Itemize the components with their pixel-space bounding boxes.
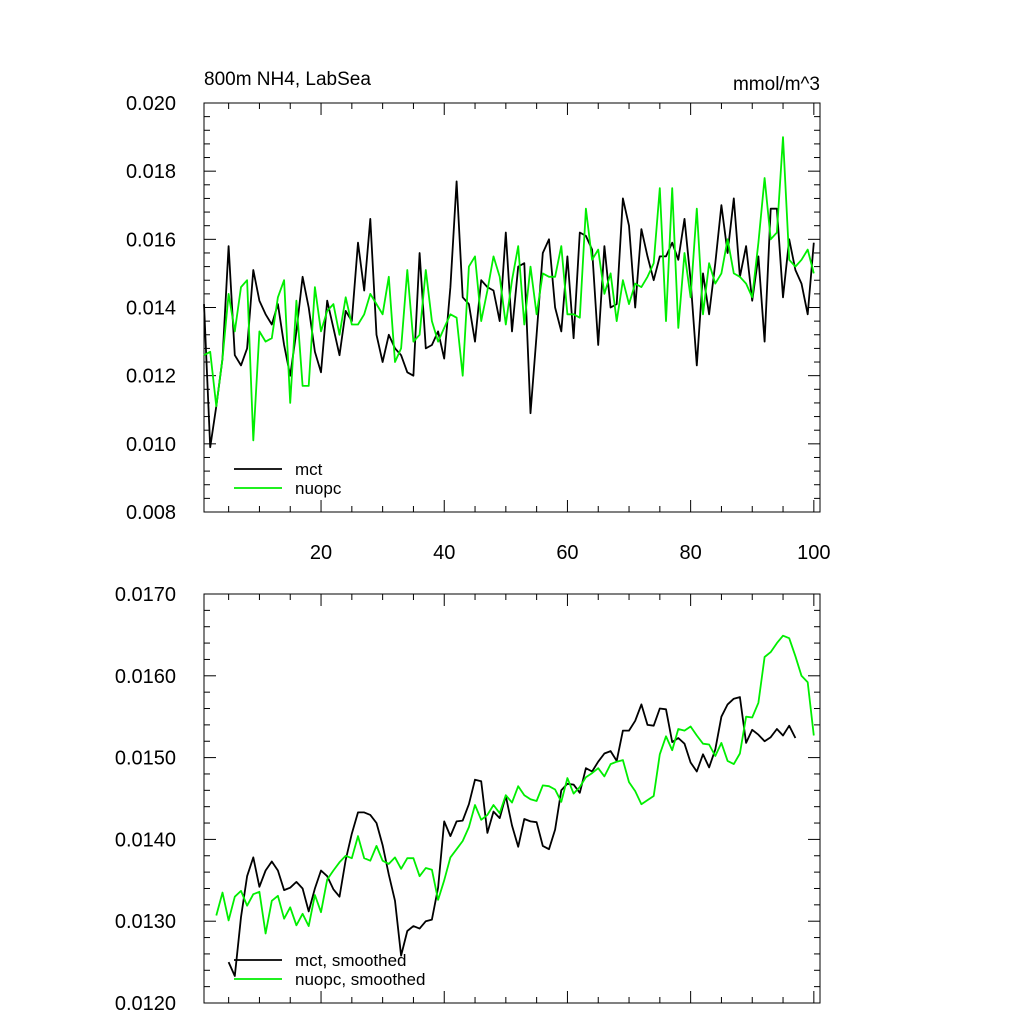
chart-2-ytick-label: 0.0150	[115, 748, 176, 770]
chart-2-ytick-label: 0.0120	[115, 993, 176, 1015]
chart-1-xtick-label: 100	[797, 542, 830, 564]
chart-2-plot-frame	[203, 593, 821, 1004]
chart-2-legend-label: mct, smoothed	[295, 951, 407, 970]
chart-2-series-line-nuopc-smoothed	[215, 634, 815, 935]
chart-1-legend-label: mct	[295, 460, 323, 479]
chart-1-ytick-label: 0.014	[126, 298, 176, 320]
chart-1-xtick-label: 40	[433, 542, 455, 564]
chart-1-ytick-label: 0.008	[126, 502, 176, 524]
chart-1-ytick-label: 0.012	[126, 366, 176, 388]
chart-1-series-line-nuopc	[203, 136, 815, 442]
chart-1-units-label: mmol/m^3	[733, 74, 820, 95]
chart-2-ytick-label: 0.0160	[115, 666, 176, 688]
chart-1-xtick-label: 60	[556, 542, 578, 564]
chart-2-ytick-label: 0.0130	[115, 911, 176, 933]
chart-1-ytick-label: 0.010	[126, 434, 176, 456]
chart-1-xtick-label: 20	[310, 542, 332, 564]
chart-2-ytick-label: 0.0140	[115, 829, 176, 851]
chart-1-legend-label: nuopc	[295, 479, 342, 498]
chart-1-ytick-label: 0.018	[126, 161, 176, 183]
chart-1-ytick-label: 0.016	[126, 229, 176, 251]
chart-1-xtick-label: 80	[680, 542, 702, 564]
chart-2-ytick-label: 0.0170	[115, 584, 176, 606]
chart-1-title: 800m NH4, LabSea	[204, 69, 371, 90]
chart-1-ytick-label: 0.020	[126, 93, 176, 115]
chart-1-series-line-mct	[203, 180, 815, 449]
chart-2-legend-label: nuopc, smoothed	[295, 970, 425, 989]
chart-2-series-line-mct-smoothed	[227, 696, 797, 977]
